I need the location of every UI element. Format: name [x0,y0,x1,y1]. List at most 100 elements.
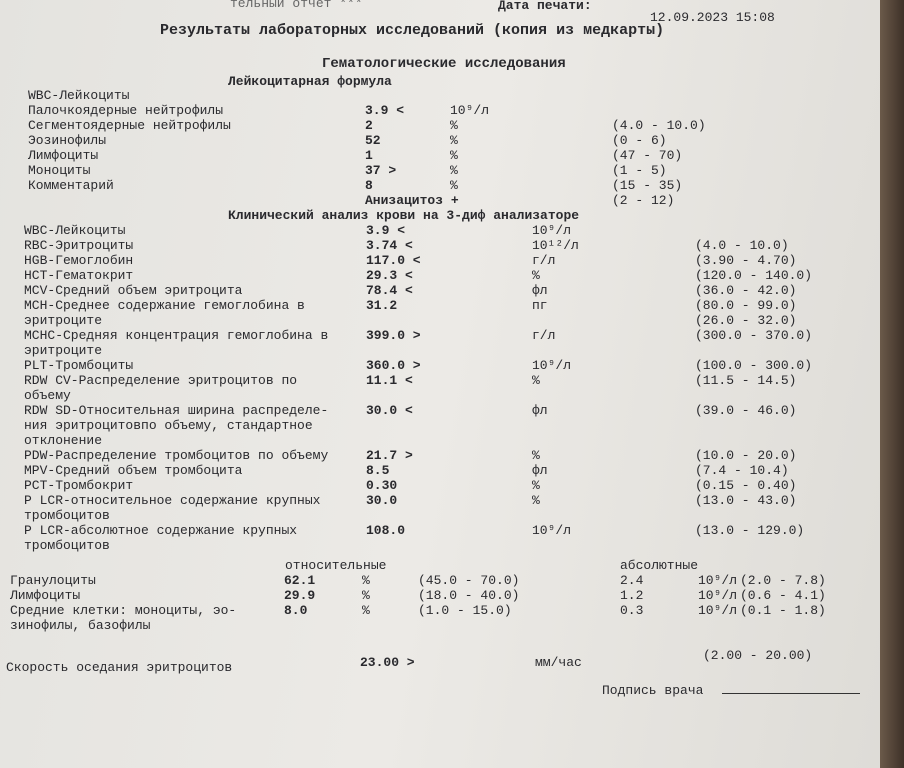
test-unit: % [450,148,458,163]
test-name: RDW CV-Распределение эритроцитов по объе… [24,373,298,403]
test-value: 29.3 < [366,268,413,283]
test-unit: г/л [532,253,556,268]
reference-range: (80.0 - 99.0) (26.0 - 32.0) [695,298,797,328]
section-heading: Лейкоцитарная формула [228,74,392,89]
reference-range: (39.0 - 46.0) [695,403,797,418]
test-value: Анизацитоз + [365,193,459,208]
test-value: 30.0 [366,493,398,508]
test-value: 2 [365,118,373,133]
test-name: Средние клетки: моноциты, эо- зинофилы, … [10,603,237,633]
reference-range: (1.0 - 15.0) [418,603,512,618]
test-value: 62.1 [284,573,316,588]
test-unit: 10⁹/л [450,103,490,118]
test-name: WBC-Лейкоциты [24,223,126,238]
report-title: Результаты лабораторных исследований (ко… [160,22,665,39]
test-unit: фл [532,403,548,418]
absolute-range: (0.6 - 4.1) [740,588,826,603]
test-unit: % [450,118,458,133]
test-name: Лимфоциты [10,588,81,603]
test-value: 30.0 < [366,403,413,418]
reference-range: (47 - 70) [612,148,683,163]
test-unit: % [450,163,458,178]
reference-range: (4.0 - 10.0) [612,118,706,133]
test-value: 360.0 > [366,358,421,373]
reference-range: (45.0 - 70.0) [418,573,520,588]
test-name: MCV-Средний объем эритроцита [24,283,243,298]
reference-range: (36.0 - 42.0) [695,283,797,298]
test-value: 1 [365,148,373,163]
column-heading: абсолютные [620,558,699,573]
report-sheet: тельный отчет *** Дата печати: 12.09.202… [0,0,880,768]
test-name: WBC-Лейкоциты [28,88,130,103]
test-name: HCT-Гематокрит [24,268,134,283]
test-unit: мм/час [535,655,582,670]
test-name: MCH-Среднее содержание гемоглобина в эри… [24,298,305,328]
reference-range: (0 - 6) [612,133,667,148]
reference-range: (1 - 5) [612,163,667,178]
test-name: PDW-Распределение тромбоцитов по объему [24,448,329,463]
test-unit: 10¹²/л [532,238,579,253]
test-value: 31.2 [366,298,398,313]
test-name: Лимфоциты [28,148,99,163]
reference-range: (120.0 - 140.0) [695,268,813,283]
test-name: Палочкоядерные нейтрофилы [28,103,224,118]
absolute-unit: 10⁹/л [698,573,738,588]
test-name: PCT-Тромбокрит [24,478,134,493]
test-unit: 10⁹/л [532,523,572,538]
reference-range: (3.90 - 4.70) [695,253,797,268]
photo-edge [880,0,904,768]
test-name: PLT-Тромбоциты [24,358,134,373]
test-name: P LCR-относительное содержание крупных т… [24,493,321,523]
reference-range: (13.0 - 129.0) [695,523,805,538]
test-unit: % [532,373,540,388]
test-unit: фл [532,283,548,298]
reference-range: (100.0 - 300.0) [695,358,813,373]
test-value: 3.9 < [365,103,405,118]
test-unit: фл [532,463,548,478]
print-date-label: Дата печати: [498,0,592,13]
reference-range: (11.5 - 14.5) [695,373,797,388]
reference-range: (10.0 - 20.0) [695,448,797,463]
test-name: MPV-Средний объем тромбоцита [24,463,243,478]
test-name: RDW SD-Относительная ширина распределе- … [24,403,329,448]
test-name: Эозинофилы [28,133,107,148]
absolute-value: 1.2 [620,588,644,603]
test-value: 78.4 < [366,283,413,298]
test-value: 8 [365,178,373,193]
test-name: MCHC-Средняя концентрация гемоглобина в … [24,328,329,358]
signature-line [722,693,860,694]
report-name: тельный отчет *** [230,0,363,11]
absolute-unit: 10⁹/л [698,588,738,603]
test-value: 52 [365,133,381,148]
test-value: 399.0 > [366,328,421,343]
test-value: 108.0 [366,523,406,538]
test-value: 0.30 [366,478,398,493]
test-value: 23.00 > [360,655,415,670]
test-value: 21.7 > [366,448,413,463]
test-name: Скорость оседания эритроцитов [6,660,233,675]
reference-range: (15 - 35) [612,178,683,193]
test-name: Сегментоядерные нейтрофилы [28,118,231,133]
reference-range: (2.00 - 20.00) [703,648,813,663]
absolute-value: 2.4 [620,573,644,588]
test-unit: 10⁹/л [532,223,572,238]
test-unit: % [362,588,370,603]
test-unit: 10⁹/л [532,358,572,373]
test-name: Гранулоциты [10,573,96,588]
reference-range: (18.0 - 40.0) [418,588,520,603]
reference-range: (7.4 - 10.4) [695,463,789,478]
test-unit: г/л [532,328,556,343]
test-name: P LCR-абсолютное содержание крупных тром… [24,523,298,553]
test-value: 3.74 < [366,238,413,253]
print-date: 12.09.2023 15:08 [650,10,775,25]
absolute-unit: 10⁹/л [698,603,738,618]
test-unit: % [362,573,370,588]
test-unit: % [532,478,540,493]
test-name: HGB-Гемоглобин [24,253,134,268]
test-unit: % [362,603,370,618]
reference-range: (4.0 - 10.0) [695,238,789,253]
test-name: Моноциты [28,163,91,178]
test-value: 3.9 < [366,223,406,238]
